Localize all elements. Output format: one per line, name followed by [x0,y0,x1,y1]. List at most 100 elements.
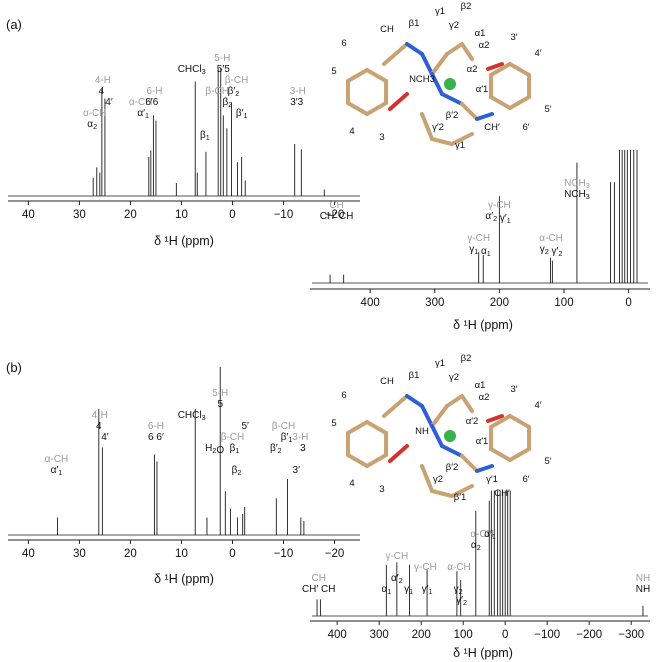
panel-b-molecule-bond [460,394,474,413]
panel-a-molecule-ring-bond [488,62,512,77]
panel-a-molecule-bond [405,42,424,56]
b-main-tick-label: 10 [175,548,188,560]
b-main-peak-label: α′1 [51,465,63,477]
b-wide-group-label: α-CH [470,529,494,540]
panel-a-molecule-bond [382,42,409,66]
panel-b-molecule-ring-bond [365,420,389,435]
panel-b-molecule-atom-label: γ2 [449,372,459,383]
panel-b-molecule-atom-label: CH [380,376,394,387]
panel-b-molecule-atom-label: NH [415,426,429,437]
panel-b-molecule-metal-atom [444,430,456,442]
panel-a-wide-ticks: 400 300 200 100 0 [361,289,632,309]
b-main-group-label: β-CH [221,432,245,443]
panel-a-molecule-atom-label: 6 [341,38,346,49]
b-main-peak-label: 5 [217,399,223,410]
panel-b-molecule-ring-bond [365,453,389,468]
panel-b-molecule-bond [475,464,494,473]
panel-b-molecule-atom-label: CH′ [494,488,510,499]
b-wide-peak-label: CH′ CH [302,584,336,595]
panel-a-molecule-bond [430,52,449,76]
panel-a-molecule-bond [420,52,434,76]
a-main-tick-label: 10 [175,209,188,221]
panel-a-label: (a) [6,17,22,32]
b-main-tick-label: 20 [124,548,137,560]
a-main-peak-label: α′1 [137,108,149,120]
a-main-peak-label: 4′ [105,97,113,108]
a-main-peak-label: β2 [222,97,232,109]
a-wide-tick-label: 100 [554,297,573,309]
panel-a-molecule-bond [440,92,464,106]
b-wide-peak-label: γ′1 [422,584,433,596]
panel-b-molecule-bond [430,489,454,498]
panel-b-molecule-atom-label: α′2 [466,416,479,427]
panel-b-molecule-bond [460,454,479,473]
b-wide-peak-label: α′2 [391,573,403,585]
panel-a-molecule-ring-bond [345,101,369,116]
b-main-peak-label: 3 [300,443,306,454]
b-wide-peak-label: γ2 [454,584,463,596]
panel-a-molecule-atom-label: NCH3 [409,74,435,85]
panel-a-molecule-bond [460,42,474,61]
panel-b-main-spectrum: α-CHα′14-H44′6-H6 6′CHCl35-H5H2Oβ-CHβ1β2… [8,367,360,536]
panel-a-molecule-ring-bond [488,95,512,110]
panel-a-molecule-atom-label: β1 [409,18,420,29]
panel-b-molecule-ring-bond [345,453,369,468]
b-main-group-label: 3-H [292,432,308,443]
b-main-peak-label: CHCl3 [178,410,206,422]
b-wide-peak-label: α′1 [484,529,496,541]
panel-a-main-ticks: 40 30 20 10 0 −10 −20 [22,201,344,221]
b-main-group-label: β-CH [272,421,296,432]
panel-a-molecule-bond [460,102,479,121]
a-wide-tick-label: 300 [425,297,444,309]
panel-b-molecule-atom-label: γ2 [433,474,443,485]
panel-b-molecule-bond [430,424,444,448]
b-main-tick-label: 30 [73,548,86,560]
panel-a-molecule-ring-bond [508,62,532,77]
panel-b-molecule-atom-label: β′2 [446,462,459,473]
panel-a-molecule-bond [450,132,474,146]
panel-a-molecule-atom-label: 3′ [510,32,517,43]
b-main-peak-label: 4′ [101,432,109,443]
panel-b-molecule-atom-label: 3′ [510,384,517,395]
a-main-group-label: α-CH [129,97,153,108]
panel-b-molecule-atom-label: 6 [341,390,346,401]
panel-b-molecule-ring-bond [508,447,532,462]
b-main-tick-label: −10 [274,548,294,560]
panel-a-wide-xlabel: δ ¹H (ppm) [453,318,513,332]
panel-a-molecule-atom-label: γ2 [449,20,459,31]
a-main-peak-label: 3′3 [290,97,303,108]
a-main-group-label: 3-H [290,86,306,97]
a-main-peak-label: β′1 [236,108,248,120]
b-main-tick-label: 0 [229,548,235,560]
panel-a-molecule-atom-label: α2 [479,40,490,51]
a-wide-tick-label: 0 [625,297,631,309]
b-main-peak-label: 6 6′ [148,432,164,443]
a-wide-peak-label: CH′ CH [320,211,354,222]
b-wide-peak-label: γ1 [404,584,413,596]
a-main-group-label: 6-H [146,86,162,97]
b-main-tick-label: −20 [325,548,345,560]
panel-a-molecule-atom-label: α2 [467,64,478,75]
panel-a-molecule-atom-label: 4 [349,126,354,137]
panel-b-molecule-atom-label: 5 [331,418,336,429]
panel-b-molecule-atom-label: β′1 [454,492,467,503]
a-main-peak-label: β1 [200,130,210,142]
a-wide-group-label: CH [329,200,343,211]
a-main-tick-label: 30 [73,209,86,221]
panel-b-molecule-bond [420,404,434,428]
panel-b-molecule-bond [420,464,434,493]
panel-a-molecule-atom-label: 6′ [522,122,529,133]
b-wide-peak-label: α2 [471,540,481,552]
a-main-group-label: 4-H [95,75,111,86]
b-main-peak-label: H2O [205,443,224,456]
b-wide-group-label: NH [636,573,650,584]
b-wide-tick-label: 0 [502,629,508,641]
b-main-peak-label: β1 [230,443,240,455]
b-main-tick-label: 40 [22,548,35,560]
panel-a-molecule-atom-label: γ1 [435,6,445,17]
panel-b-molecule-atom-label: α′1 [476,436,489,447]
b-wide-peak-label: α1 [381,584,391,596]
panel-b-molecule-atom-label: γ′1 [486,474,498,485]
panel-b-molecule-atom-label: β2 [461,353,472,364]
